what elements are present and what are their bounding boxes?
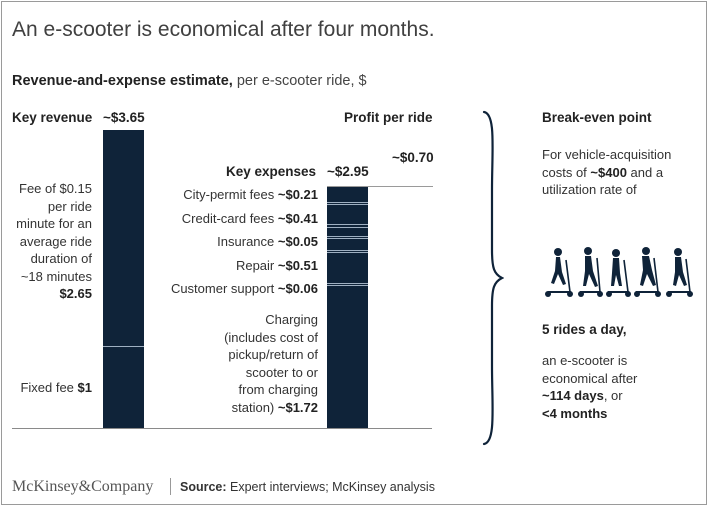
expense-label: Customer support bbox=[170, 281, 278, 296]
revenue-fee-line: minute for an bbox=[16, 216, 92, 231]
revenue-fee-line: duration of bbox=[30, 251, 92, 266]
bar-segment-divider bbox=[327, 285, 368, 286]
bar-revenue bbox=[103, 130, 144, 428]
breakeven-header: Break-even point bbox=[542, 110, 652, 125]
breakeven-result-line: an e-scooter is bbox=[542, 353, 628, 368]
revenue-fee-value: $2.65 bbox=[59, 286, 92, 301]
fixed-fee-text: Fixed fee bbox=[20, 380, 78, 395]
revenue-fee-line: Fee of $0.15 bbox=[19, 181, 92, 196]
scooter-riders-icon bbox=[545, 247, 693, 297]
breakeven-rides: 5 rides a day, bbox=[542, 322, 627, 337]
breakeven-line: utilization rate of bbox=[542, 182, 637, 197]
expense-charging-label: Charging (includes cost of pickup/return… bbox=[180, 311, 318, 416]
expense-item: Customer support ~$0.06 bbox=[140, 280, 318, 304]
expense-item: Insurance ~$0.05 bbox=[140, 233, 318, 257]
charging-line: (includes cost of bbox=[224, 329, 318, 345]
subtitle-bold: Revenue-and-expense estimate, bbox=[12, 73, 233, 89]
revenue-fee-label: Fee of $0.15 per ride minute for an aver… bbox=[10, 180, 92, 303]
charging-line: pickup/return of bbox=[228, 347, 318, 362]
revenue-fee-line: average ride bbox=[19, 233, 92, 249]
breakeven-line: costs of bbox=[542, 164, 591, 180]
source-text: Expert interviews; McKinsey analysis bbox=[226, 480, 435, 494]
breakeven-result-line: , or bbox=[603, 388, 623, 403]
total-label-profit: ~$0.70 bbox=[392, 150, 434, 165]
breakeven-line: and a bbox=[626, 164, 664, 180]
breakeven-conditions: For vehicle-acquisition costs of ~$400 a… bbox=[542, 146, 702, 199]
expense-label: Repair bbox=[235, 257, 278, 273]
acquisition-cost: ~$400 bbox=[590, 164, 627, 180]
baseline bbox=[12, 428, 432, 429]
header-key-expenses: Key expenses bbox=[226, 164, 317, 179]
expense-value: ~$0.51 bbox=[277, 257, 318, 273]
bar-segment-divider bbox=[327, 283, 368, 284]
expense-value: ~$0.41 bbox=[277, 210, 318, 226]
bar-segment-divider bbox=[327, 202, 368, 203]
charging-line: from charging bbox=[238, 382, 318, 397]
bar-expenses bbox=[327, 186, 368, 428]
breakeven-days: ~114 days bbox=[542, 388, 604, 403]
breakeven-result-line: economical after bbox=[542, 370, 638, 386]
charging-line: scooter to or bbox=[245, 364, 318, 380]
mckinsey-logo: McKinsey&Company bbox=[12, 478, 154, 495]
total-label-revenue: ~$3.65 bbox=[103, 110, 145, 125]
bar-segment-divider bbox=[327, 252, 368, 253]
expense-value: ~$0.06 bbox=[277, 281, 318, 296]
expense-value: ~$0.05 bbox=[277, 234, 318, 249]
bar-segment-divider bbox=[327, 204, 368, 205]
revenue-fee-line: ~18 minutes bbox=[20, 268, 92, 284]
curly-brace-icon bbox=[482, 110, 504, 446]
expense-label: Credit-card fees bbox=[181, 210, 278, 226]
expense-label: Insurance bbox=[217, 234, 278, 249]
chart-title: An e-scooter is economical after four mo… bbox=[12, 18, 435, 41]
revenue-fixed-fee-label: Fixed fee $1 bbox=[10, 379, 92, 397]
breakeven-line: For vehicle-acquisition bbox=[542, 147, 672, 162]
bar-segment-divider bbox=[327, 236, 368, 237]
subtitle-unit: per e-scooter ride, $ bbox=[232, 73, 367, 89]
charging-line: Charging bbox=[265, 312, 318, 327]
header-key-revenue: Key revenue bbox=[12, 110, 93, 125]
breakeven-months: <4 months bbox=[542, 405, 608, 421]
chart-subtitle: Revenue-and-expense estimate, per e-scoo… bbox=[12, 73, 367, 89]
bar-segment-divider bbox=[327, 238, 368, 239]
charging-line: station) bbox=[231, 399, 278, 415]
expense-list: City-permit fees ~$0.21 Credit-card fees… bbox=[140, 186, 318, 304]
fixed-fee-value: $1 bbox=[77, 380, 92, 395]
bar-segment-divider bbox=[327, 227, 368, 228]
total-label-expenses: ~$2.95 bbox=[327, 164, 369, 179]
expense-item: Repair ~$0.51 bbox=[140, 257, 318, 281]
revenue-fee-line: per ride bbox=[47, 198, 92, 214]
bar-segment-divider bbox=[327, 224, 368, 225]
expense-item: Credit-card fees ~$0.41 bbox=[140, 210, 318, 234]
charging-value: ~$1.72 bbox=[277, 399, 318, 415]
expense-label: City-permit fees bbox=[183, 187, 278, 202]
header-profit-per-ride: Profit per ride bbox=[344, 110, 433, 125]
footer-divider bbox=[170, 478, 171, 495]
footer-source: Source: Expert interviews; McKinsey anal… bbox=[180, 480, 435, 494]
expense-top-line bbox=[327, 186, 433, 187]
expense-value: ~$0.21 bbox=[277, 187, 318, 202]
breakeven-result: an e-scooter is economical after ~114 da… bbox=[542, 352, 702, 422]
expense-item: City-permit fees ~$0.21 bbox=[140, 186, 318, 210]
bar-segment-divider bbox=[103, 346, 144, 348]
bar-segment-divider bbox=[327, 250, 368, 251]
source-label: Source: bbox=[180, 480, 227, 494]
